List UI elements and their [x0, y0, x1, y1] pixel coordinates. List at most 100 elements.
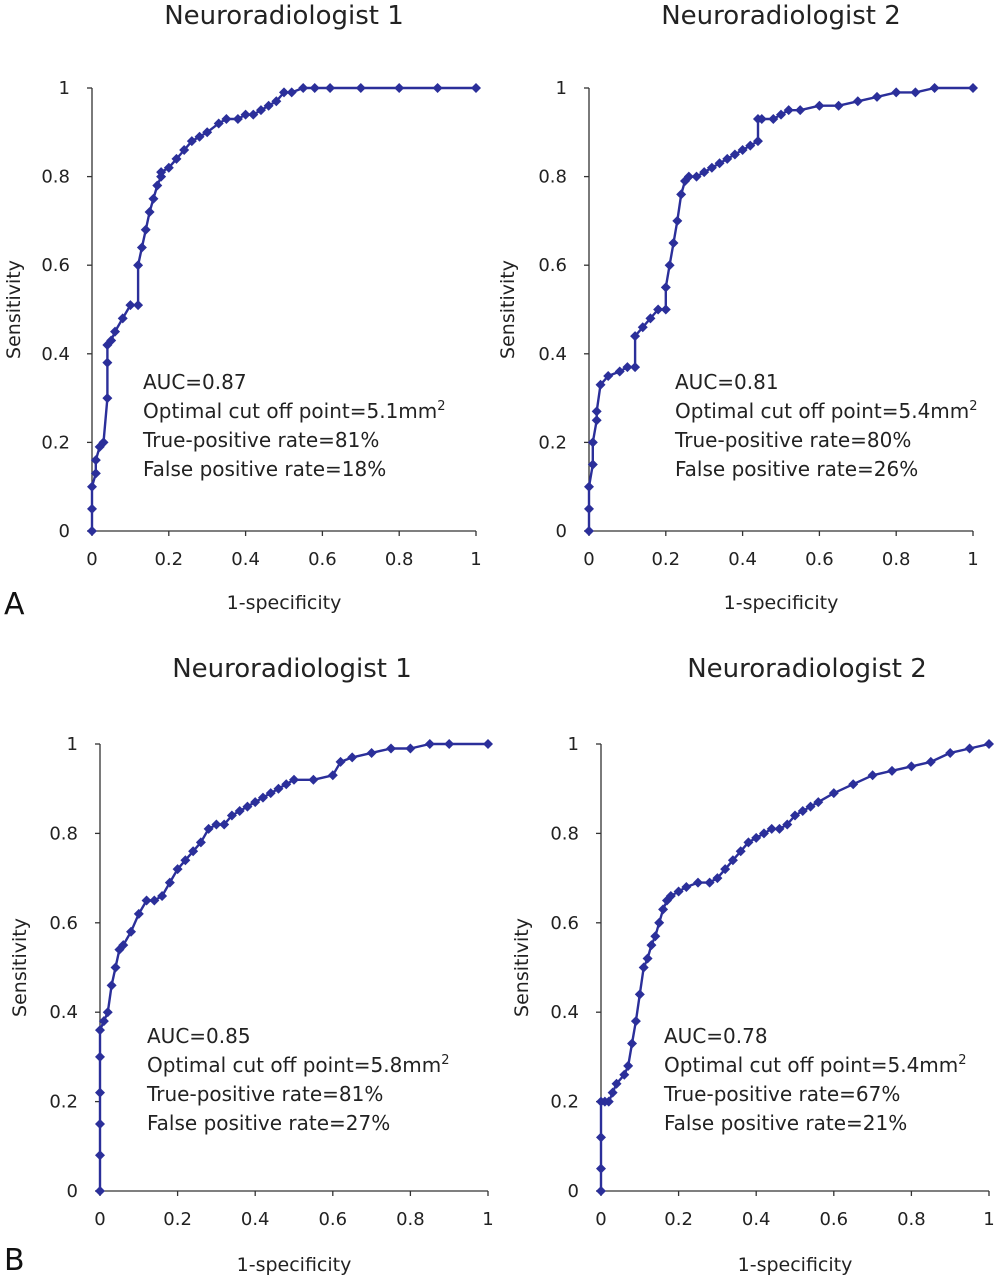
roc-point	[335, 756, 346, 767]
auc-text: AUC=0.81	[675, 370, 779, 394]
roc-point	[795, 105, 806, 116]
roc-point	[102, 357, 113, 368]
roc-point	[141, 895, 152, 906]
roc-point	[774, 823, 785, 834]
roc-point	[483, 739, 493, 749]
roc-point	[188, 846, 199, 857]
true-positive-rate-text: True-positive rate=80%	[674, 428, 911, 452]
roc-point	[133, 908, 144, 919]
roc-point	[964, 743, 975, 754]
roc-point	[910, 87, 921, 98]
roc-point	[584, 526, 594, 536]
roc-point	[308, 774, 319, 785]
roc-point	[783, 105, 794, 116]
x-tick-label: 0.2	[664, 1209, 693, 1230]
y-tick-label: 0	[67, 1181, 78, 1202]
roc-point	[325, 83, 336, 93]
y-tick-label: 1	[568, 734, 579, 755]
y-axis-label: Sensitivity	[3, 260, 25, 359]
chart-title: Neuroradiologist 2	[687, 654, 927, 684]
cutoff-text: Optimal cut off point=5.1mm2	[143, 399, 446, 423]
x-tick-label: 0	[94, 1209, 105, 1230]
x-tick-label: 1	[967, 549, 978, 570]
roc-point	[603, 370, 614, 381]
chart-title: Neuroradiologist 2	[661, 1, 901, 31]
roc-point	[289, 774, 299, 785]
roc-point	[872, 91, 882, 102]
roc-point	[240, 109, 251, 120]
roc-point	[432, 83, 443, 93]
roc-point	[852, 96, 863, 107]
roc-point	[735, 846, 746, 857]
y-tick-label: 0.8	[41, 167, 70, 188]
roc-chart-a-neuroradiologist-1: Neuroradiologist 1 0 0.2 0.4 0.6 0.8 1 0 0.2 0.4 0…	[3, 1, 482, 614]
roc-point	[645, 313, 656, 324]
roc-point	[683, 171, 694, 182]
roc-point	[248, 109, 259, 120]
roc-point	[355, 83, 366, 93]
roc-point	[805, 801, 816, 812]
y-tick-label: 0.8	[49, 823, 78, 844]
cutoff-unit-superscript: 2	[958, 1053, 966, 1068]
x-axis-label: 1-specificity	[724, 592, 839, 614]
x-tick-label: 0.2	[651, 549, 680, 570]
roc-point	[106, 335, 117, 346]
roc-point	[148, 193, 159, 204]
roc-point	[622, 362, 633, 373]
roc-point	[386, 743, 396, 754]
roc-point	[623, 1060, 634, 1071]
roc-point	[194, 131, 205, 142]
y-tick-label: 0.6	[49, 913, 78, 934]
y-tick-label: 0.8	[550, 823, 579, 844]
roc-point	[630, 362, 641, 373]
roc-point	[186, 136, 197, 147]
x-tick-label: 0	[583, 549, 594, 570]
roc-point	[650, 931, 661, 942]
roc-chart-b-neuroradiologist-1: Neuroradiologist 1 0 0.2 0.4 0.6 0.8 1 0 0.2 0.4 0…	[9, 654, 494, 1276]
roc-point	[634, 989, 645, 1000]
x-tick-label: 0	[595, 1209, 606, 1230]
roc-point	[925, 756, 936, 767]
roc-point	[87, 526, 97, 536]
cutoff-unit-superscript: 2	[437, 399, 445, 414]
roc-point	[766, 823, 777, 834]
y-tick-label: 0.6	[550, 913, 579, 934]
roc-point	[891, 87, 902, 98]
y-tick-label: 0.2	[538, 432, 567, 453]
roc-point	[722, 153, 733, 164]
roc-point	[213, 118, 224, 129]
roc-point	[255, 105, 266, 116]
cutoff-unit-superscript: 2	[969, 399, 977, 414]
roc-point	[693, 877, 703, 888]
roc-point	[814, 100, 825, 111]
roc-point	[737, 145, 748, 156]
roc-point	[906, 761, 917, 772]
roc-point	[95, 1150, 105, 1161]
x-tick-label: 0.6	[308, 549, 337, 570]
cutoff-text: Optimal cut off point=5.4mm2	[675, 399, 978, 423]
roc-point	[706, 162, 717, 173]
roc-point	[149, 895, 160, 906]
auc-text: AUC=0.78	[664, 1024, 768, 1048]
x-axis-label: 1-specificity	[227, 592, 342, 614]
roc-point	[776, 109, 786, 120]
y-tick-label: 0	[556, 521, 567, 542]
roc-point	[660, 282, 671, 293]
false-positive-rate-text: False positive rate=18%	[143, 457, 386, 481]
x-tick-label: 0.8	[396, 1209, 425, 1230]
roc-point	[203, 823, 214, 834]
roc-point	[164, 877, 175, 888]
roc-point	[232, 114, 243, 125]
roc-point	[424, 739, 435, 749]
roc-point	[642, 953, 653, 964]
y-tick-label: 0.2	[41, 432, 70, 453]
roc-point	[712, 873, 723, 884]
roc-point	[614, 366, 625, 377]
roc-point	[654, 917, 665, 928]
roc-point	[704, 877, 715, 888]
roc-point	[619, 1069, 630, 1080]
roc-point	[660, 304, 671, 315]
roc-point	[673, 886, 684, 897]
roc-point	[133, 300, 144, 311]
